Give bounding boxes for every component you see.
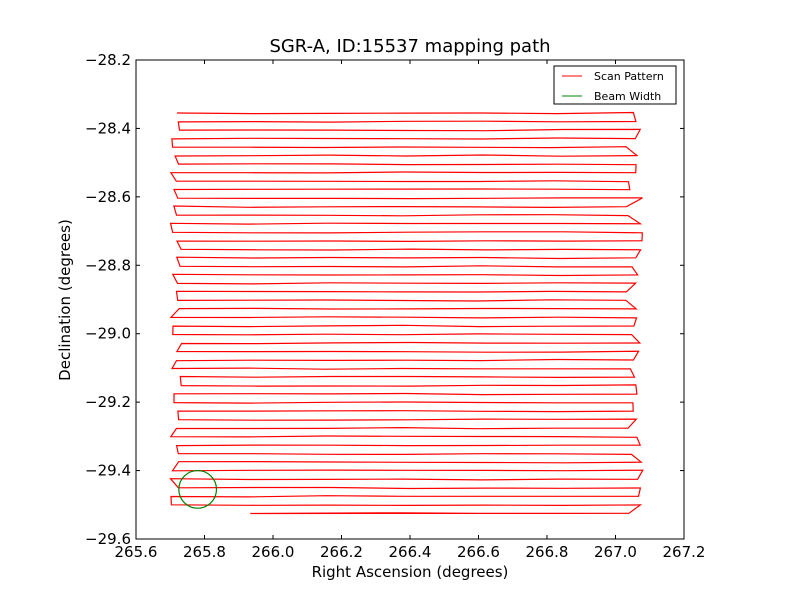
x-tick-label: 265.8 — [183, 543, 226, 561]
series-layer — [169, 111, 644, 515]
y-tick-label: −29.2 — [85, 393, 131, 411]
y-tick-label: −29.0 — [85, 325, 131, 343]
y-tick-label: −29.6 — [85, 530, 131, 548]
series-line-scan-pattern — [169, 111, 644, 515]
y-tick-label: −28.2 — [85, 51, 131, 69]
plot-area-group — [135, 59, 685, 540]
legend-label-scan-pattern: Scan Pattern — [594, 70, 664, 83]
x-tick-label: 266.8 — [526, 543, 569, 561]
x-tick-label: 267.2 — [663, 543, 706, 561]
ticks-layer: 265.6 265.8 266.0 266.2 266.4 266.6 266.8 267.0… — [85, 51, 705, 561]
y-axis-label: Declination (degrees) — [56, 219, 74, 381]
y-tick-label: −28.6 — [85, 188, 131, 206]
x-tick-label: 265.6 — [115, 543, 158, 561]
y-tick-label: −29.4 — [85, 462, 131, 480]
chart-title: SGR-A, ID:15537 mapping path — [269, 36, 550, 57]
plot-area — [136, 60, 684, 539]
legend-label-beam-width: Beam Width — [594, 90, 661, 103]
y-tick-label: −28.4 — [85, 119, 131, 137]
legend: Scan Pattern Beam Width — [553, 65, 677, 105]
x-tick-label: 266.2 — [320, 543, 363, 561]
x-tick-label: 266.0 — [252, 543, 295, 561]
x-tick-label: 266.6 — [457, 543, 500, 561]
y-tick-label: −28.8 — [85, 256, 131, 274]
beam-width-circle — [178, 469, 218, 509]
x-axis-label: Right Ascension (degrees) — [312, 563, 509, 581]
x-tick-label: 266.4 — [389, 543, 432, 561]
x-tick-label: 267.0 — [594, 543, 637, 561]
legend-box — [553, 65, 677, 105]
